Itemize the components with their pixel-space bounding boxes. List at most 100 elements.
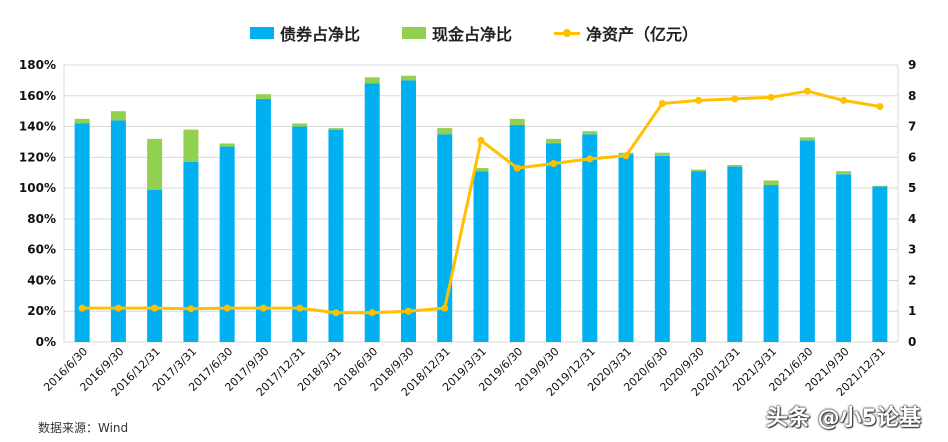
nav-point [151, 304, 159, 312]
legend-nav: 净资产（亿元） [554, 21, 698, 45]
nav-point [586, 155, 594, 163]
bar-bond [691, 171, 707, 342]
y-right-tick-label: 2 [908, 273, 916, 287]
y-right-tick-label: 4 [908, 212, 916, 226]
bar-bond [328, 129, 344, 342]
bar-bond [473, 171, 489, 342]
nav-point [513, 164, 521, 172]
bar-cash [582, 131, 598, 135]
bar-bond [255, 98, 271, 342]
y-left-tick-label: 80% [27, 212, 56, 226]
y-right-tick-label: 7 [908, 120, 916, 134]
bar-bond [183, 161, 199, 342]
legend-cash-swatch [401, 27, 426, 39]
bar-bond [799, 140, 815, 342]
legend-cash-label: 现金占净比 [431, 25, 512, 44]
bar-cash [147, 138, 163, 190]
bar-bond [654, 155, 670, 342]
bar-cash [292, 123, 308, 127]
bar-cash [183, 129, 199, 162]
bar-bond [292, 126, 308, 342]
nav-point [404, 307, 412, 315]
nav-point [658, 99, 666, 107]
y-right-tick-label: 0 [908, 335, 916, 349]
nav-point [876, 103, 884, 111]
y-right-tick-label: 6 [908, 150, 916, 164]
bar-cash [836, 171, 852, 175]
chart-legend: 债券占净比 现金占净比 净资产（亿元） [0, 20, 948, 46]
legend-nav-swatch [554, 27, 580, 39]
bar-bond [582, 134, 598, 342]
nav-point [622, 152, 630, 160]
nav-line-group [78, 87, 884, 317]
bar-bond [147, 189, 163, 342]
y-right-tick-label: 3 [908, 243, 916, 257]
bar-bond [727, 166, 743, 342]
y-left-tick-label: 120% [19, 150, 56, 164]
bar-bond [110, 120, 126, 343]
bar-bond [872, 186, 888, 342]
y-left-tick-label: 100% [19, 181, 56, 195]
y-right-tick-label: 1 [908, 304, 916, 318]
legend-bond-swatch [249, 27, 274, 39]
nav-point [114, 304, 122, 312]
bar-cash [110, 111, 126, 121]
bar-cash [691, 169, 707, 172]
bar-cash [546, 138, 562, 144]
nav-point [840, 96, 848, 104]
bars-group [74, 75, 888, 343]
nav-point [695, 96, 703, 104]
bar-cash [219, 143, 235, 147]
y-left-tick-label: 60% [27, 243, 56, 257]
bar-bond [618, 154, 634, 342]
bar-cash [727, 165, 743, 167]
bar-bond [763, 185, 779, 342]
bar-cash [437, 128, 453, 135]
nav-point [223, 304, 231, 312]
bar-bond [364, 83, 380, 342]
bar-bond [509, 125, 525, 343]
y-left-tick-label: 20% [27, 304, 56, 318]
nav-point [187, 305, 195, 313]
bar-cash [799, 137, 815, 141]
legend-cash: 现金占净比 [401, 21, 512, 45]
legend-bond: 债券占净比 [249, 21, 360, 45]
bar-cash [763, 180, 779, 186]
bar-bond [400, 80, 416, 342]
nav-point [332, 309, 340, 317]
bar-cash [255, 94, 271, 99]
bar-cash [473, 168, 489, 172]
bar-cash [74, 118, 90, 124]
nav-point [550, 159, 558, 167]
bar-bond [546, 143, 562, 342]
source-note: 数据来源：Wind [38, 421, 129, 435]
y-right-tick-label: 5 [908, 181, 916, 195]
nav-point [368, 309, 376, 317]
legend-bond-label: 债券占净比 [279, 25, 360, 44]
bar-cash [872, 185, 888, 187]
nav-point [731, 95, 739, 103]
bar-cash [328, 128, 344, 130]
nav-point [441, 304, 449, 312]
bar-bond [836, 174, 852, 342]
watermark: 头条 @小5论基 [766, 406, 921, 431]
nav-point [767, 93, 775, 101]
y-left-tick-label: 0% [36, 335, 56, 349]
nav-point [477, 136, 485, 144]
bar-bond [219, 146, 235, 342]
legend-nav-label: 净资产（亿元） [586, 25, 699, 44]
bar-cash [509, 118, 525, 126]
y-left-tick-label: 180% [19, 58, 56, 72]
bar-cash [400, 75, 416, 81]
y-right-tick-label: 8 [908, 89, 916, 103]
bar-bond [74, 123, 90, 342]
nav-point [259, 304, 267, 312]
y-left-tick-label: 160% [19, 89, 56, 103]
y-right-tick-label: 9 [908, 58, 916, 72]
nav-point [803, 87, 811, 95]
nav-point [296, 304, 304, 312]
y-left-tick-label: 40% [27, 273, 56, 287]
bar-cash [654, 152, 670, 156]
bar-cash [364, 77, 380, 84]
